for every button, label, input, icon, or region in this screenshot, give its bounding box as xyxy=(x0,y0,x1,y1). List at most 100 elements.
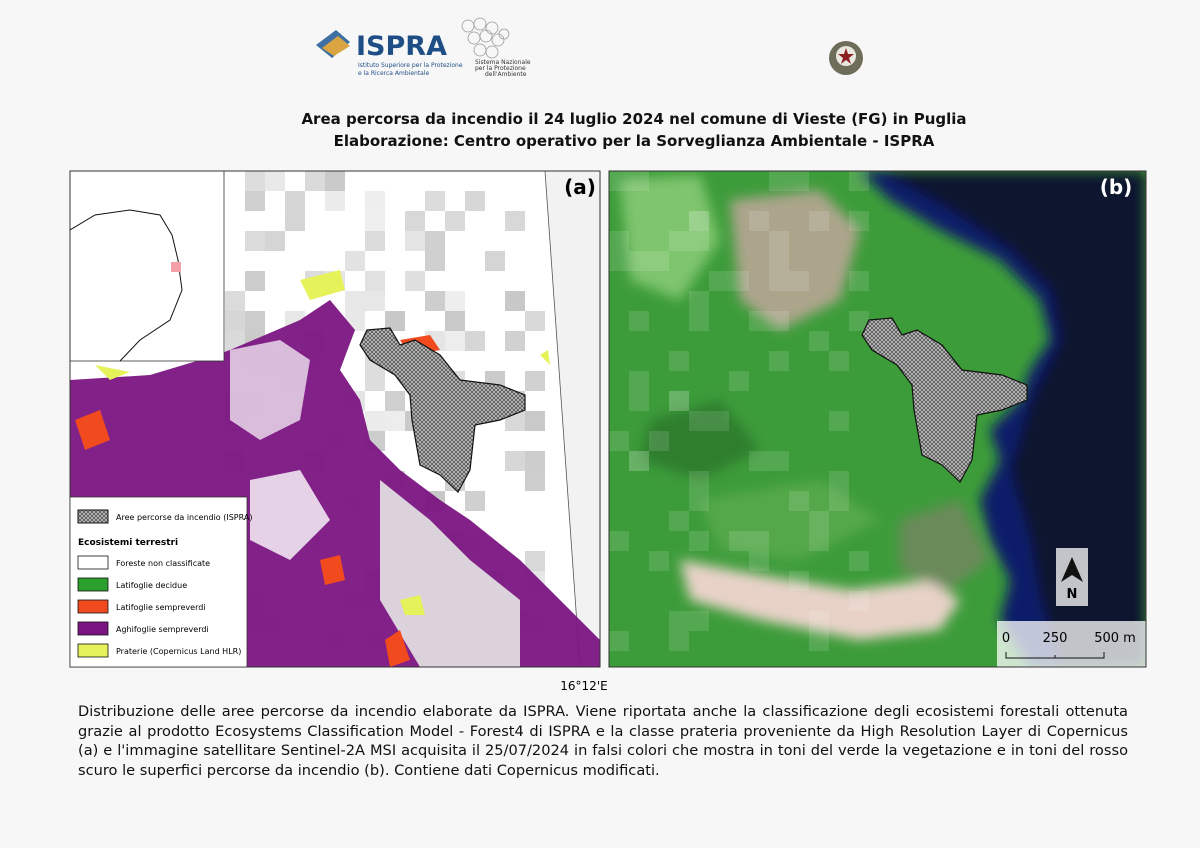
map-tile xyxy=(689,211,709,231)
map-tile xyxy=(809,511,829,531)
map-tile xyxy=(849,271,869,291)
map-tile xyxy=(689,231,709,251)
map-tile xyxy=(849,171,869,191)
legend-label: Foreste non classificate xyxy=(116,559,210,568)
legend-label: Latifoglie sempreverdi xyxy=(116,603,206,612)
map-tile xyxy=(689,411,709,431)
map-tile xyxy=(769,351,789,371)
map-tile xyxy=(385,391,405,411)
legend-swatch xyxy=(77,555,109,570)
scale-label: 0 xyxy=(1002,631,1010,646)
map-tile xyxy=(609,631,629,651)
map-tile xyxy=(629,251,649,271)
map-tile xyxy=(345,291,365,311)
map-tile xyxy=(609,531,629,551)
map-tile xyxy=(405,211,425,231)
map-tile xyxy=(265,171,285,191)
map-tile xyxy=(689,491,709,511)
logo-text: ISPRA xyxy=(356,31,447,62)
map-tile xyxy=(849,211,869,231)
map-tile xyxy=(405,231,425,251)
map-tile xyxy=(629,171,649,191)
map-tile xyxy=(525,311,545,331)
snpa-logo: Sistema Nazionale per la Protezione dell… xyxy=(461,17,531,78)
panel-label: (b) xyxy=(1100,175,1133,199)
map-tile xyxy=(849,551,869,571)
map-tile xyxy=(769,451,789,471)
map-tile xyxy=(609,171,629,191)
map-tile xyxy=(485,251,505,271)
legend-heading: Ecosistemi terrestri xyxy=(78,538,178,548)
map-tile xyxy=(809,211,829,231)
north-arrow xyxy=(1061,557,1083,582)
map-tile xyxy=(245,231,265,251)
title: Elaborazione: Centro operativo per la So… xyxy=(333,132,935,150)
map-tile xyxy=(425,231,445,251)
map-tile xyxy=(425,191,445,211)
map-tile xyxy=(809,531,829,551)
map-tile xyxy=(729,271,749,291)
map-tile xyxy=(245,271,265,291)
map-tile xyxy=(749,531,769,551)
map-tile xyxy=(609,431,629,451)
map-tile xyxy=(689,291,709,311)
logo-subtext: Istituto Superiore per la Protezione xyxy=(358,62,463,69)
legend: Aree percorse da incendio (ISPRA) Ecosis… xyxy=(69,496,252,668)
map-tile xyxy=(405,271,425,291)
legend-swatch xyxy=(77,577,109,592)
map-tile xyxy=(709,271,729,291)
map-tile xyxy=(689,311,709,331)
map-tile xyxy=(649,251,669,271)
map-tile xyxy=(769,311,789,331)
map-tile xyxy=(465,491,485,511)
map-tile xyxy=(609,251,629,271)
map-tile xyxy=(669,351,689,371)
map-tile xyxy=(385,411,405,431)
map-tile xyxy=(669,231,689,251)
map-tile xyxy=(609,231,629,251)
map-tile xyxy=(689,611,709,631)
map-tile xyxy=(525,551,545,571)
logo-subtext: e la Ricerca Ambientale xyxy=(358,70,430,77)
map-tile xyxy=(769,231,789,251)
map-tile xyxy=(245,311,265,331)
map-tile xyxy=(809,611,829,631)
legend-label: Aree percorse da incendio (ISPRA) xyxy=(116,513,252,522)
map-tile xyxy=(749,211,769,231)
map-tile xyxy=(505,211,525,231)
map-tile xyxy=(809,631,829,651)
map-tile xyxy=(829,471,849,491)
map-tile xyxy=(629,311,649,331)
map-tile xyxy=(525,451,545,471)
map-tile xyxy=(365,191,385,211)
map-tile xyxy=(225,291,245,311)
map-tile xyxy=(365,291,385,311)
header: ISPRA Istituto Superiore per la Protezio… xyxy=(316,17,863,78)
map-tile xyxy=(769,171,789,191)
emblem xyxy=(829,41,863,75)
map-tile xyxy=(749,451,769,471)
legend-label: Latifoglie decidue xyxy=(116,581,187,590)
map-tile xyxy=(789,491,809,511)
map-tile xyxy=(629,451,649,471)
map-tile xyxy=(425,251,445,271)
map-tile xyxy=(729,371,749,391)
map-tile xyxy=(729,531,749,551)
map-tile xyxy=(829,491,849,511)
map-tile xyxy=(465,331,485,351)
panel-label: (a) xyxy=(564,175,596,199)
map-tile xyxy=(305,171,325,191)
map-tile xyxy=(365,211,385,231)
map-tile xyxy=(525,411,545,431)
map-tile xyxy=(669,611,689,631)
map-tile xyxy=(285,191,305,211)
map-tile xyxy=(365,371,385,391)
map-tile xyxy=(749,551,769,571)
legend-swatch xyxy=(77,599,109,614)
map-tile xyxy=(769,251,789,271)
map-tile xyxy=(365,411,385,431)
map-tile xyxy=(245,191,265,211)
map-tile xyxy=(689,211,709,231)
legend-swatch xyxy=(77,643,109,658)
